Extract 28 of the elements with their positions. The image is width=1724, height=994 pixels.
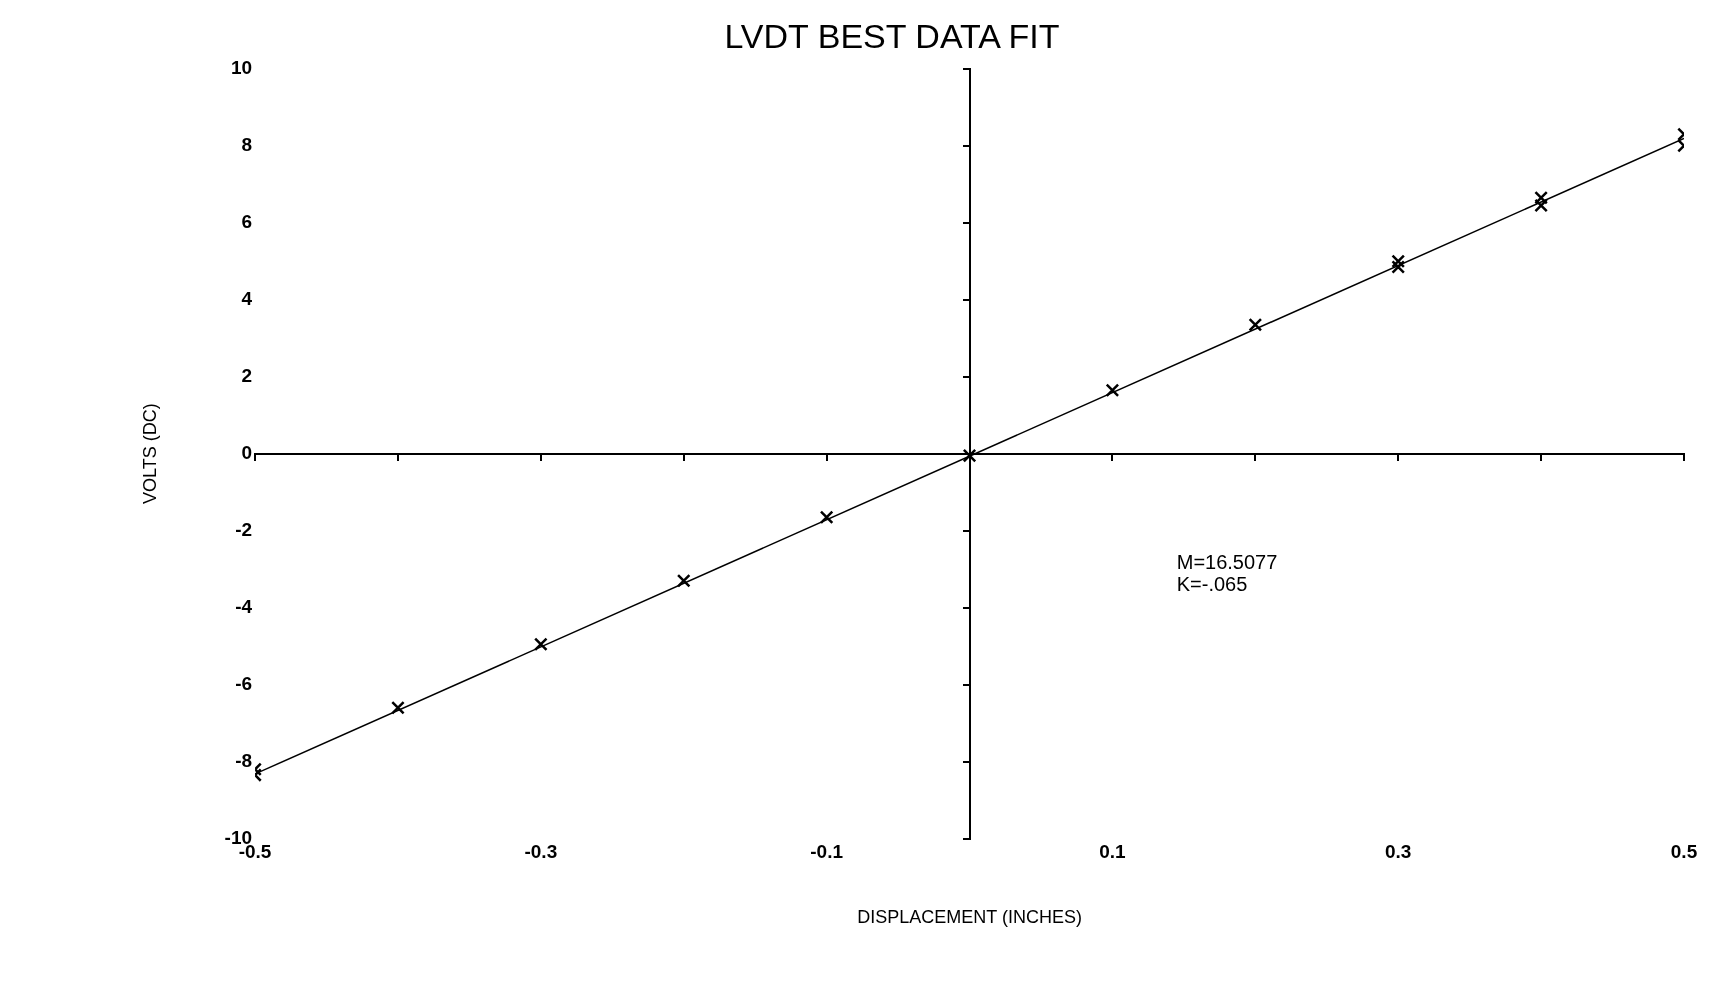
chart-title: LVDT BEST DATA FIT bbox=[724, 16, 1060, 55]
point bbox=[1105, 383, 1120, 398]
y-tick-label: 8 bbox=[241, 134, 253, 156]
x-tick-label: -0.3 bbox=[524, 841, 558, 863]
annotation: M=16.5077 K=-.065 bbox=[1176, 551, 1278, 596]
x-axis-title: DISPLACEMENT (INCHES) bbox=[857, 907, 1082, 928]
x-tick-label: -0.1 bbox=[810, 841, 844, 863]
y-tick-label: 4 bbox=[241, 287, 253, 309]
point bbox=[819, 510, 834, 525]
y-tick-label: -2 bbox=[235, 518, 253, 540]
point bbox=[962, 448, 977, 463]
y-axis-title: VOLTS (DC) bbox=[139, 403, 160, 505]
point bbox=[1391, 260, 1406, 274]
y-tick-label: 10 bbox=[230, 57, 253, 79]
y-tick-label: -6 bbox=[235, 672, 253, 694]
x-tick-label: 0.1 bbox=[1099, 841, 1127, 863]
y-tick-label: 2 bbox=[241, 364, 253, 386]
point bbox=[533, 637, 548, 652]
point bbox=[1391, 254, 1406, 269]
y-tick-label: 6 bbox=[241, 210, 253, 232]
x-tick-label: 0.5 bbox=[1670, 841, 1698, 863]
point bbox=[1248, 317, 1263, 332]
y-tick-label: 0 bbox=[241, 441, 253, 463]
y-tick-label: -4 bbox=[235, 595, 253, 617]
x-tick-label: 0.3 bbox=[1385, 841, 1412, 863]
point bbox=[391, 700, 405, 715]
y-tick-label: -8 bbox=[235, 749, 253, 771]
point bbox=[676, 573, 691, 588]
